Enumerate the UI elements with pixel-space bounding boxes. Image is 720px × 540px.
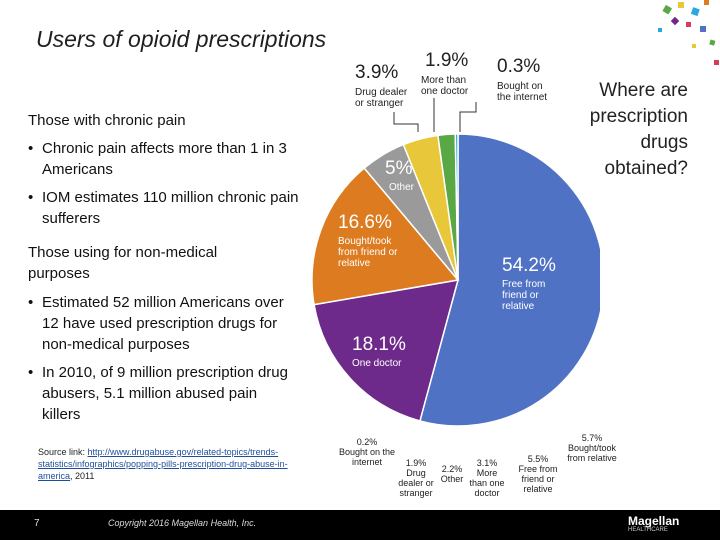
label-bought-text: Bought/took from friend or relative	[338, 236, 398, 269]
source-link[interactable]: http://www.drugabuse.gov/related-topics/…	[38, 447, 288, 481]
label-internet-text: Bought on the internet	[497, 81, 548, 103]
label-friend-text: Free from friend or relative	[502, 279, 546, 312]
label-other-text: Other	[389, 182, 415, 193]
question-text: Where are prescription drugs obtained?	[589, 80, 688, 179]
pie-slice-2	[311, 167, 460, 306]
nonmedical-bullet-1: • Estimated 52 million Americans over 12 …	[28, 294, 284, 353]
label-onedoc-pct: 18.1%	[352, 334, 406, 355]
label-internet-pct: 0.3%	[497, 56, 541, 77]
label-bought-pct: 16.6%	[338, 212, 392, 233]
pie-slice-1	[313, 279, 460, 422]
page-number: 7	[34, 518, 40, 529]
breakdown-dealer: 1.9% Drug dealer or stranger	[398, 458, 434, 498]
label-onedoc-text: One doctor	[352, 358, 402, 369]
breakdown-moredoc: 3.1% More than one doctor	[469, 458, 505, 498]
chronic-bullet-1: • Chronic pain affects more than 1 in 3 A…	[28, 140, 287, 178]
confetti-decoration	[658, 0, 719, 65]
breakdown-friend: 5.5% Free from friend or relative	[518, 454, 558, 494]
chronic-bullet-2: • IOM estimates 110 million chronic pain …	[28, 189, 299, 227]
label-dealer-text: Drug dealer or stranger	[355, 87, 408, 109]
label-dealer-pct: 3.9%	[355, 62, 399, 83]
pie-slice-6	[454, 133, 459, 281]
magellan-logo: Magellan HEALTHCARE	[628, 514, 680, 533]
nonmedical-bullet-2: • In 2010, of 9 million prescription drug…	[28, 364, 288, 423]
label-other-pct: 5%	[385, 158, 413, 179]
chronic-pain-heading: Those with chronic pain	[28, 112, 186, 129]
pie-slice-0	[418, 133, 600, 427]
footer-bar	[0, 510, 720, 540]
label-friend-pct: 54.2%	[502, 255, 556, 276]
copyright: Copyright 2016 Magellan Health, Inc.	[108, 518, 257, 528]
nonmedical-heading: Those using for non-medical purposes	[28, 244, 218, 282]
breakdown-relative: 5.7% Bought/took from relative	[567, 433, 617, 463]
source-citation: Source link: http://www.drugabuse.gov/re…	[38, 447, 288, 481]
label-moredoc-pct: 1.9%	[425, 50, 469, 71]
label-moredoc-text: More than one doctor	[421, 75, 469, 97]
callout-lines	[393, 98, 477, 132]
breakdown-internet: 0.2% Bought on the internet	[338, 437, 396, 467]
pie-chart	[311, 133, 600, 427]
breakdown-other: 2.2% Other	[440, 464, 464, 484]
slide-title: Users of opioid prescriptions	[36, 26, 327, 52]
